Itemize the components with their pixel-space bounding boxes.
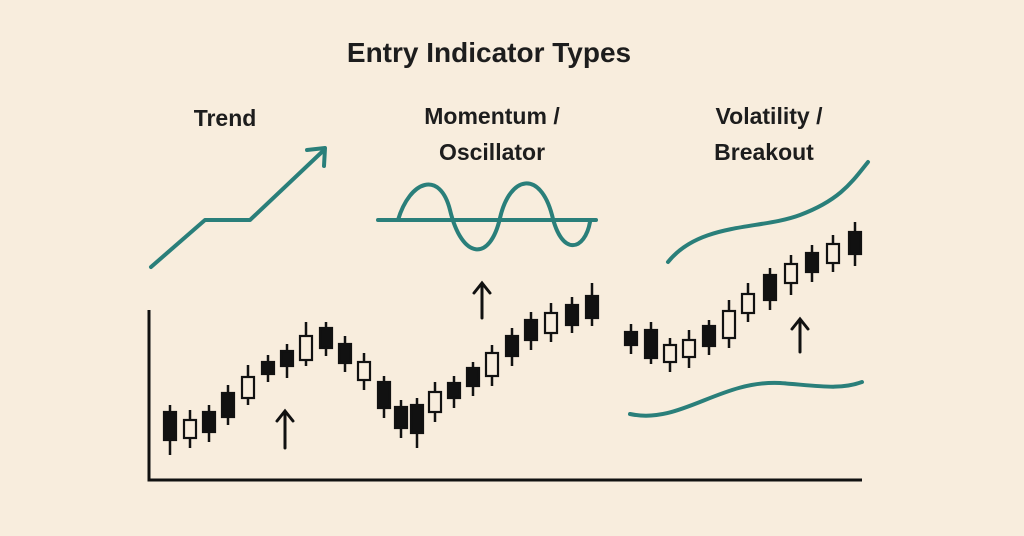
candle-body	[409, 403, 425, 435]
candle-body	[376, 380, 392, 410]
upper-band	[666, 160, 870, 264]
candle-body	[825, 242, 841, 265]
candle-body	[543, 311, 559, 335]
candle-body	[298, 334, 314, 362]
title: Entry Indicator Types	[347, 37, 631, 68]
candle-body	[162, 410, 178, 442]
candle-body	[847, 230, 863, 256]
panel-label: Trend	[194, 105, 257, 131]
candle-body	[337, 342, 353, 365]
candle-body	[523, 318, 539, 342]
candle-body	[465, 366, 481, 388]
candle-body	[783, 262, 799, 285]
oscillator-wave	[396, 181, 592, 252]
candle-body	[393, 405, 409, 430]
candle-body	[279, 349, 295, 368]
trend-arrowhead	[305, 146, 327, 168]
candle-body	[623, 330, 639, 347]
candle-body	[260, 360, 276, 376]
candle-body	[356, 360, 372, 382]
panel-label: Oscillator	[439, 139, 545, 165]
candle-body	[681, 338, 697, 359]
panel-label: Momentum /	[424, 103, 560, 129]
panel-label: Breakout	[714, 139, 814, 165]
candle-body	[484, 351, 500, 378]
candle-body	[201, 410, 217, 434]
candle-body	[182, 418, 198, 440]
candle-body	[318, 326, 334, 350]
candle-body	[721, 309, 737, 340]
candlesticks	[162, 222, 863, 455]
trend-line	[149, 148, 326, 269]
candle-body	[804, 251, 820, 274]
candle-body	[504, 334, 520, 358]
candle-body	[762, 273, 778, 302]
lower-band	[628, 380, 864, 418]
candle-body	[740, 292, 756, 315]
candle-body	[584, 294, 600, 320]
entry-arrow	[275, 408, 295, 450]
candle-body	[643, 328, 659, 360]
candle-body	[662, 343, 678, 364]
entry-arrow	[472, 280, 492, 320]
panel-label: Volatility /	[716, 103, 824, 129]
entry-arrow	[790, 316, 810, 354]
candle-body	[427, 390, 443, 414]
candle-body	[220, 391, 236, 419]
axes	[147, 310, 862, 482]
candle-body	[701, 324, 717, 348]
candle-body	[564, 303, 580, 327]
candle-body	[240, 375, 256, 400]
candle-body	[446, 381, 462, 400]
